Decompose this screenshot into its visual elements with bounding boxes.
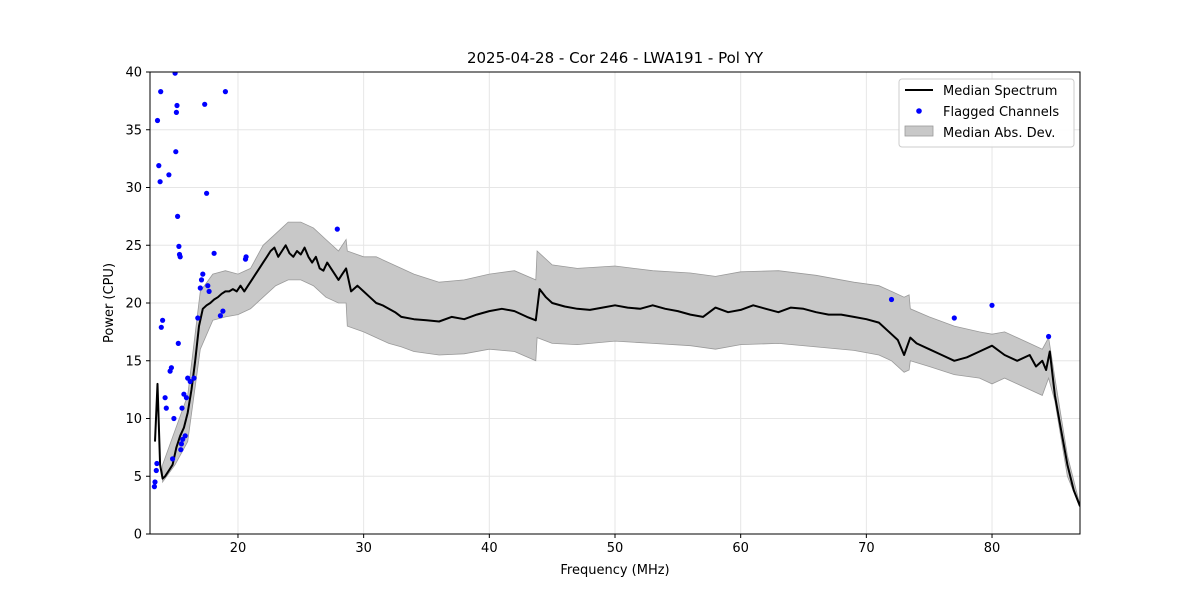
flagged-point [197,285,203,291]
flagged-point [154,460,160,467]
flagged-point [162,395,168,401]
flagged-point [951,315,957,321]
flagged-point [888,296,895,303]
y-tick-label: 25 [125,239,142,254]
y-tick-label: 15 [125,354,142,369]
y-tick-label: 35 [125,123,142,138]
flagged-point [170,456,176,462]
legend-label-flagged: Flagged Channels [943,105,1059,120]
flagged-point [205,283,211,289]
flagged-point [183,395,189,401]
flagged-point [1046,333,1052,340]
flagged-point [153,467,159,474]
flagged-point [151,484,157,490]
flagged-point [204,190,210,196]
flagged-point [222,89,228,95]
x-axis-label: Frequency (MHz) [560,563,669,578]
mad-band [162,221,1080,508]
y-axis-label: Power (CPU) [102,263,117,343]
x-tick-label: 40 [481,541,498,556]
x-tick-label: 50 [607,541,624,556]
flagged-point [160,317,166,323]
legend-box [898,78,1075,148]
legend-label-median: Median Spectrum [943,84,1057,99]
flagged-point [175,340,181,346]
x-tick-label: 80 [984,541,1001,556]
flagged-point [175,213,181,219]
flagged-point [174,102,180,109]
flagged-point [198,277,205,283]
flagged-point [187,378,193,385]
y-tick-label: 30 [125,181,142,196]
flagged-point [163,405,169,411]
axes: 20 30 40 50 60 70 80 0 5 10 15 20 25 30 35 40 [125,66,1000,557]
x-tick-label: 70 [858,541,875,556]
flagged-point [195,315,201,321]
flagged-point [152,479,158,485]
flagged-point [158,89,164,95]
flagged-point [178,441,184,447]
flagged-point [156,163,162,169]
y-tick-label: 0 [134,528,142,543]
x-tick-label: 30 [355,541,372,556]
legend: Median Spectrum Flagged Channels Median … [898,78,1075,148]
flagged-point [166,172,172,178]
flagged-point [178,447,184,453]
flagged-point [171,415,177,422]
x-tick-label: 20 [230,541,247,556]
flagged-point [243,254,249,260]
flagged-point [172,72,178,76]
flagged-point [154,117,161,124]
flagged-point [176,243,182,249]
flagged-point [206,288,212,294]
flagged-point [217,313,223,319]
legend-label-mad: Median Abs. Dev. [943,126,1055,141]
y-tick-label: 5 [134,470,142,485]
median-spectrum-line [154,244,1080,507]
y-tick-label: 20 [125,297,142,312]
plot-area [151,72,1080,508]
flagged-point [989,302,995,308]
y-tick-label: 10 [125,412,142,427]
flagged-point [177,254,183,260]
legend-band-swatch [904,125,934,137]
flagged-point [182,433,188,439]
flagged-point [200,271,206,277]
flagged-point [173,149,179,155]
flagged-point [202,101,208,107]
flagged-point [157,179,163,185]
flagged-point [158,324,164,330]
x-tick-label: 60 [732,541,749,556]
y-tick-label: 40 [125,66,142,81]
chart-title: 2025-04-28 - Cor 246 - LWA191 - Pol YY [467,49,764,67]
flagged-point [179,405,185,411]
legend-marker-swatch [916,108,922,114]
flagged-point [173,109,179,115]
flagged-point [334,226,340,232]
flagged-point [220,308,226,314]
flagged-point [211,250,217,256]
flagged-point [168,365,174,371]
flagged-point [191,375,197,381]
